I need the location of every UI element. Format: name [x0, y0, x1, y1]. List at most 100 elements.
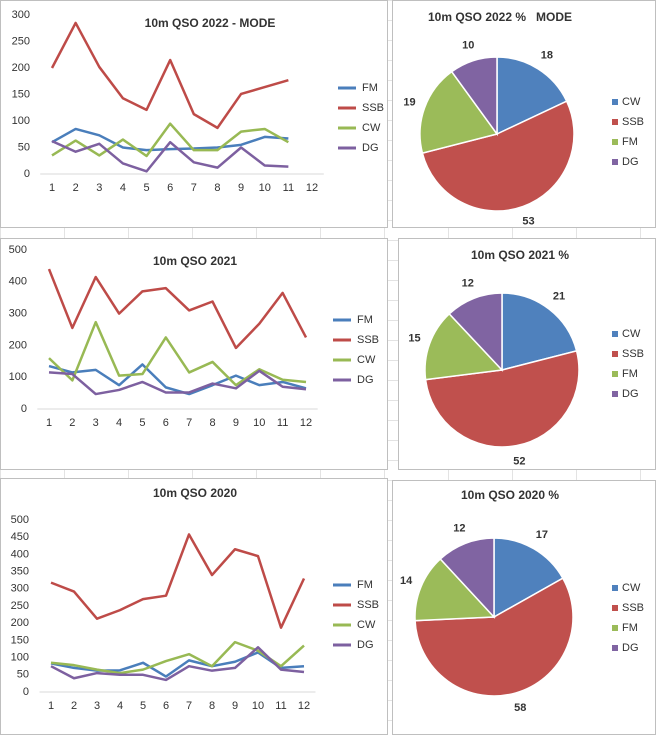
x-tick-label: 6: [167, 182, 173, 194]
x-tick-label: 7: [191, 182, 197, 194]
pie-slice: [414, 557, 496, 622]
series-line: [51, 139, 289, 173]
chart-title: 10m QSO 2021 %: [471, 248, 569, 262]
x-tick-label: 12: [306, 182, 318, 194]
x-tick-label: 12: [298, 700, 310, 712]
chart-title: 10m QSO 2021: [153, 254, 237, 268]
y-tick-label: 450: [11, 531, 29, 543]
legend-label: CW: [622, 582, 641, 594]
x-tick-label: 9: [232, 700, 238, 712]
series-line: [48, 363, 307, 396]
pie-slice: [414, 577, 574, 697]
x-tick-label: 8: [214, 182, 220, 194]
chart-title: 10m QSO 2020: [153, 486, 237, 500]
pie-slice: [448, 292, 503, 372]
x-tick-label: 5: [143, 182, 149, 194]
data-label: 53: [522, 215, 534, 227]
legend-swatch: [612, 391, 618, 397]
y-tick-label: 50: [18, 141, 30, 153]
x-tick-label: 4: [120, 182, 126, 194]
series-line: [48, 369, 307, 396]
x-tick-label: 4: [117, 700, 123, 712]
y-tick-label: 100: [12, 115, 30, 127]
x-tick-label: 10: [259, 182, 271, 194]
y-tick-label: 150: [11, 634, 29, 646]
x-tick-label: 1: [48, 700, 54, 712]
legend-label: DG: [622, 156, 639, 168]
x-tick-label: 5: [139, 417, 145, 429]
legend-label: DG: [622, 388, 639, 400]
legend-swatch: [612, 159, 618, 165]
legend-label: SSB: [622, 602, 644, 614]
x-tick-label: 3: [94, 700, 100, 712]
x-tick-label: 9: [233, 417, 239, 429]
series-line: [50, 533, 306, 629]
y-tick-label: 500: [11, 514, 29, 526]
data-label: 58: [514, 702, 526, 714]
x-tick-label: 9: [238, 182, 244, 194]
data-label: 21: [553, 290, 565, 302]
legend-label: CW: [362, 122, 381, 134]
pie-slice: [501, 292, 578, 371]
legend-label: CW: [622, 96, 641, 108]
legend-label: CW: [357, 619, 376, 631]
legend-label: FM: [362, 82, 378, 94]
y-tick-label: 200: [12, 62, 30, 74]
legend-label: FM: [622, 368, 638, 380]
legend-label: SSB: [357, 599, 379, 611]
legend-label: DG: [362, 142, 379, 154]
y-tick-label: 300: [9, 308, 27, 320]
y-tick-label: 150: [12, 88, 30, 100]
legend-label: SSB: [357, 334, 379, 346]
legend-label: CW: [622, 328, 641, 340]
legend-label: DG: [622, 642, 639, 654]
x-tick-label: 3: [96, 182, 102, 194]
series-line: [50, 640, 305, 675]
x-tick-label: 2: [73, 182, 79, 194]
x-tick-label: 1: [46, 417, 52, 429]
data-label: 52: [513, 455, 525, 467]
x-tick-label: 6: [163, 417, 169, 429]
data-label: 12: [462, 277, 474, 289]
series-line: [50, 646, 305, 682]
y-tick-label: 100: [11, 652, 29, 664]
legend-label: SSB: [362, 102, 384, 114]
y-tick-label: 50: [17, 669, 29, 681]
series-line: [51, 127, 289, 152]
data-label: 12: [453, 522, 465, 534]
data-label: 18: [541, 49, 553, 61]
chart-title: 10m QSO 2022 % MODE: [428, 10, 572, 24]
y-tick-label: 300: [12, 9, 30, 21]
legend-label: DG: [357, 639, 374, 651]
x-tick-label: 10: [252, 700, 264, 712]
legend-swatch: [612, 645, 618, 651]
legend-swatch: [612, 625, 618, 631]
y-tick-label: 0: [21, 403, 27, 415]
x-tick-label: 11: [283, 182, 294, 194]
series-line: [47, 268, 308, 350]
x-tick-label: 7: [186, 700, 192, 712]
pie-slice: [493, 537, 564, 619]
legend-label: DG: [357, 374, 374, 386]
pie-slice: [450, 56, 498, 137]
legend-swatch: [612, 371, 618, 377]
legend-swatch: [612, 605, 618, 611]
chart-title: 10m QSO 2022 - MODE: [145, 16, 276, 30]
y-tick-label: 100: [9, 371, 27, 383]
x-tick-label: 7: [186, 417, 192, 429]
chart-frame: [0, 478, 388, 735]
data-label: 17: [536, 529, 548, 541]
pie-slice: [421, 100, 575, 212]
data-label: 15: [408, 332, 420, 344]
y-tick-label: 500: [9, 244, 27, 256]
x-tick-label: 11: [275, 700, 286, 712]
legend-swatch: [612, 139, 618, 145]
chart-frame: [0, 238, 388, 470]
data-label: 19: [403, 96, 415, 108]
data-label: 14: [400, 575, 413, 587]
pie-slice: [496, 56, 568, 136]
x-tick-label: 11: [277, 417, 288, 429]
legend-label: SSB: [622, 116, 644, 128]
y-tick-label: 200: [11, 617, 29, 629]
legend-label: CW: [357, 354, 376, 366]
